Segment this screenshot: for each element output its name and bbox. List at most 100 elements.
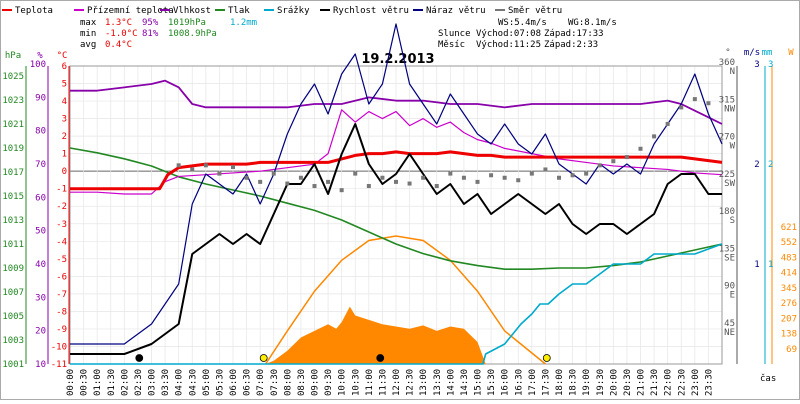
legend-label: Tlak [228, 6, 250, 16]
legend-item: Tlak [215, 6, 250, 16]
axis-percent-tick: 50 [35, 227, 46, 237]
wind-direction-point [244, 175, 249, 180]
axis-mm-tick: 1 [768, 260, 773, 270]
x-tick-label: 10:00 [338, 369, 348, 396]
legend: Teplota Přízemní teplota Vlhkost Tlak Srážky… [2, 6, 562, 16]
axis-degree-tick: 225 [719, 170, 735, 180]
stat-sun-rise: Východ:07:08 [476, 29, 541, 39]
wind-direction-point [516, 178, 521, 183]
axis-hpa-tick: 1019 [2, 144, 24, 154]
x-tick-label: 09:30 [324, 369, 334, 396]
stat-min-label: min [80, 29, 96, 39]
axis-hpa-tick: 1007 [2, 288, 24, 298]
axis-mm-unit: mm [762, 48, 773, 58]
x-tick-label: 19:30 [596, 369, 606, 396]
sunrise-marker [259, 354, 268, 362]
axis-celsius-unit: °C [57, 51, 68, 61]
axis-degree-unit: ° [725, 48, 730, 58]
legend-label: Rychlost větru [333, 6, 409, 16]
wind-direction-point [665, 121, 670, 126]
x-tick-label: 18:00 [555, 369, 565, 396]
wind-direction-point [584, 171, 589, 176]
axis-celsius-tick: -2 [56, 202, 67, 212]
axis-hpa-tick: 1005 [2, 312, 24, 322]
axis-wm2-unit: W [788, 48, 794, 58]
legend-label: Srážky [277, 6, 310, 16]
axis-hpa-tick: 1003 [2, 336, 24, 346]
legend-item: Srážky [264, 6, 310, 16]
x-tick-label: 17:30 [541, 369, 551, 396]
series-radiation-theoretical [264, 235, 546, 365]
x-tick-label: 13:00 [419, 369, 429, 396]
x-tick-label: 11:30 [378, 369, 388, 396]
wind-direction-point [339, 188, 344, 193]
legend-label: Teplota [15, 6, 53, 16]
axis-percent-tick: 10 [35, 360, 46, 370]
wind-direction-point [692, 97, 697, 102]
axis-celsius-tick: 6 [62, 62, 67, 72]
axis-wm2-tick: 345 [781, 284, 797, 294]
axis-celsius-tick: 3 [62, 115, 67, 125]
axis-hpa-unit: hPa [5, 51, 21, 61]
axis-celsius-tick: -3 [56, 220, 67, 230]
axis-celsius-tick: -10 [51, 342, 67, 352]
axis-wm2-tick: 483 [781, 253, 797, 263]
x-tick-label: 05:00 [202, 369, 212, 396]
axis-ms-tick: 1 [754, 260, 759, 270]
legend-label: Náraz větru [426, 6, 486, 16]
axis-hpa-tick: 1023 [2, 96, 24, 106]
axis-degree-tick: 360 [719, 58, 735, 68]
axis-ms-tick: 2 [754, 160, 759, 170]
legend-item: Náraz větru [413, 6, 486, 16]
x-tick-label: 19:00 [582, 369, 592, 396]
axis-mm-tick: 3 [768, 60, 773, 70]
axis-direction-tick: S [730, 216, 735, 226]
wind-direction-point [353, 171, 358, 176]
wind-direction-point [217, 171, 222, 176]
axis-celsius-tick: -6 [56, 272, 67, 282]
legend-item: Směr větru [495, 6, 562, 16]
x-tick-label: 03:00 [148, 369, 158, 396]
x-tick-label: 23:30 [704, 369, 714, 396]
wind-direction-point [394, 179, 398, 184]
wind-direction-point [231, 164, 235, 169]
axis-percent-tick: 20 [35, 327, 46, 337]
stat-max-temp: 1.3°C [105, 18, 132, 28]
x-tick-label: 09:00 [311, 369, 321, 396]
axis-hpa-tick: 1025 [2, 72, 24, 82]
x-tick-label: 00:00 [66, 369, 76, 396]
x-tick-label: 08:00 [283, 369, 293, 396]
stat-sun-label: Slunce [438, 29, 471, 39]
axis-direction-tick: SE [724, 253, 735, 263]
axis-celsius-tick: 1 [62, 150, 67, 160]
axis-direction-tick: NW [724, 104, 735, 114]
series-wind-speed [70, 123, 722, 355]
axis-celsius-tick: 2 [62, 132, 67, 142]
legend-label: Přízemní teplota [87, 6, 174, 16]
x-tick-label: 03:30 [161, 369, 171, 396]
x-tick-label: 07:00 [256, 369, 266, 396]
stat-max-rain: 1.2mm [230, 18, 257, 28]
x-tick-label: 02:00 [120, 369, 130, 396]
axis-direction-tick: E [730, 291, 735, 301]
wind-direction-point [652, 134, 657, 139]
x-axis-label: čas [760, 373, 776, 384]
sunset-marker [542, 354, 551, 362]
moonset-marker [135, 354, 144, 362]
legend-label: Směr větru [508, 6, 562, 16]
wind-direction-point [434, 184, 439, 189]
chart-title: 19.2.2013 [361, 52, 434, 67]
stat-wg: WG:8.1m/s [568, 18, 617, 28]
wind-direction-point [407, 181, 412, 186]
stat-min-temp: -1.0°C [105, 29, 138, 39]
wind-direction-point [258, 179, 263, 184]
axis-degree-tick: 90 [724, 282, 735, 292]
wind-direction-point [638, 146, 643, 151]
x-tick-label: 15:00 [474, 369, 484, 396]
x-tick-label: 05:30 [215, 369, 225, 396]
axis-wm2-tick: 414 [781, 269, 797, 279]
series-radiation-area [265, 306, 486, 364]
wind-direction-point [285, 181, 290, 186]
wind-direction-point [298, 175, 303, 180]
wind-direction-point [529, 171, 534, 176]
